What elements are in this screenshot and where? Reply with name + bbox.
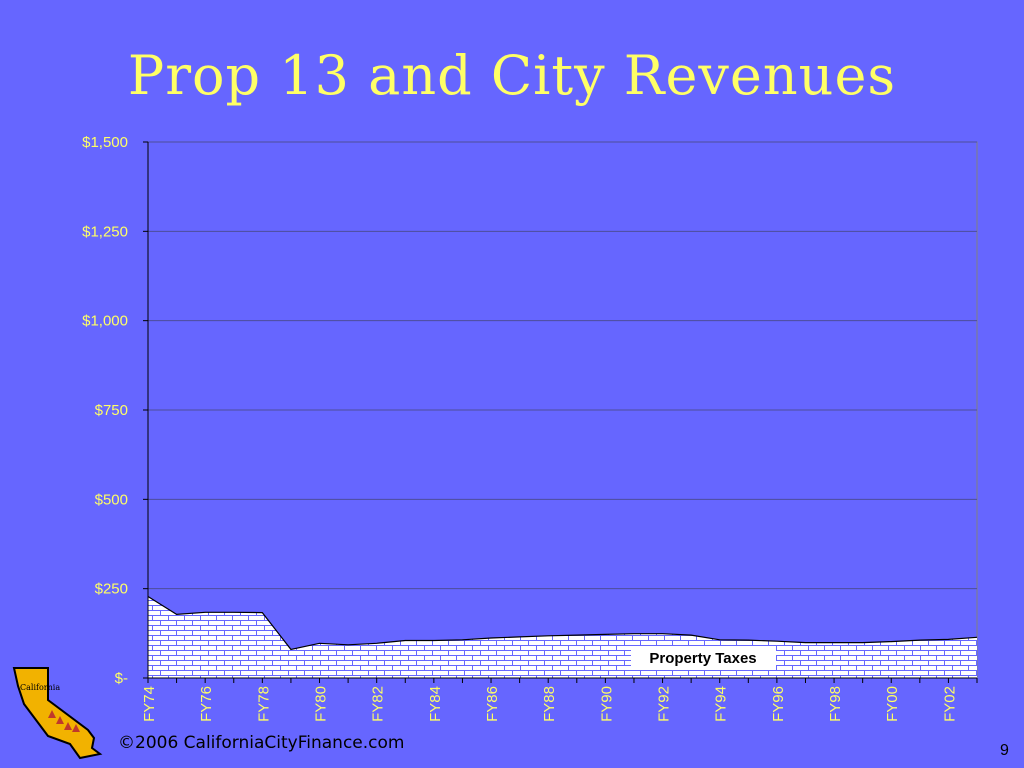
y-tick-label: $500	[95, 491, 128, 508]
x-tick-label: FY86	[484, 686, 501, 722]
x-tick-label: FY92	[656, 686, 673, 722]
x-tick-label: FY78	[255, 686, 272, 722]
x-tick-label: FY76	[198, 686, 215, 722]
y-tick-label: $750	[95, 402, 128, 419]
x-tick-label: FY94	[713, 686, 730, 722]
x-tick-label: FY98	[827, 686, 844, 722]
copyright-footer: ©2006 CaliforniaCityFinance.com	[118, 733, 405, 753]
label-layer: Property Taxes	[631, 646, 776, 670]
x-tick-label: FY82	[370, 686, 387, 722]
x-tick-label: FY00	[884, 686, 901, 722]
x-tick-label: FY84	[427, 686, 444, 722]
y-tick-label: $-	[115, 670, 128, 687]
x-tick-label: FY74	[141, 686, 158, 722]
x-tick-label: FY88	[541, 686, 558, 722]
series-line-property-taxes	[147, 595, 978, 651]
y-tick-label: $250	[95, 581, 128, 598]
grid-layer	[147, 141, 978, 679]
logo-text: California	[20, 683, 60, 692]
y-tick-label: $1,000	[82, 313, 128, 330]
series-label-box	[631, 646, 776, 670]
x-tick-label: FY90	[598, 686, 615, 722]
axis-layer: $- $250 $500 $750 $1,000 $1,250 $1,500 FY74 FY76…	[82, 134, 978, 722]
x-tick-label: FY02	[941, 686, 958, 722]
y-tick-label: $1,500	[82, 134, 128, 151]
x-tick-label: FY96	[770, 686, 787, 722]
area-layer	[147, 595, 978, 678]
california-logo: California	[12, 667, 103, 760]
slide-title: Prop 13 and City Revenues	[127, 44, 897, 107]
y-tick-label: $1,250	[82, 223, 128, 240]
page-number: 9	[1000, 742, 1009, 759]
series-label-property-taxes: Property Taxes	[649, 650, 756, 667]
x-tick-label: FY80	[313, 686, 330, 722]
series-area-property-taxes	[148, 596, 977, 678]
